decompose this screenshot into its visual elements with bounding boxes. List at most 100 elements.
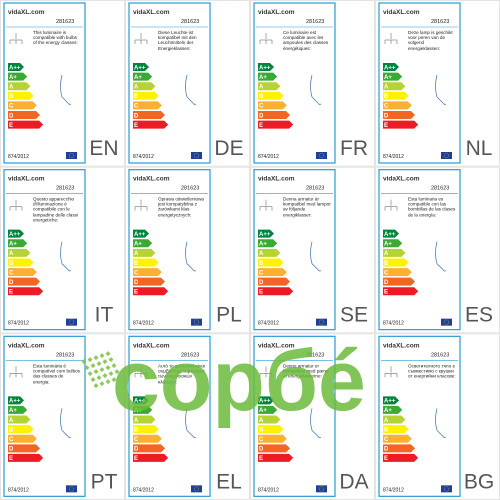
energy-class: A++ — [259, 399, 271, 405]
energy-class: A — [384, 85, 389, 91]
energy-class: B — [9, 94, 14, 100]
energy-label-cell: vidaXL.com 281623 Diese Leuchte ist kompat… — [125, 0, 250, 167]
description: Questo apparecchio d'illuminazione è com… — [33, 196, 78, 223]
energy-class: A — [259, 85, 264, 91]
regulation: 874/2012 — [133, 321, 154, 327]
energy-class: C — [259, 437, 264, 443]
energy-arrow — [8, 72, 28, 81]
energy-arrow — [133, 415, 156, 424]
energy-class: C — [384, 270, 389, 276]
lamp-icon — [384, 33, 398, 44]
eu-stars — [443, 486, 450, 492]
description: Esta luminaria es compatible con las bom… — [408, 196, 456, 218]
energy-class: E — [259, 456, 263, 462]
energy-arrow — [8, 268, 37, 277]
regulation: 874/2012 — [133, 487, 154, 493]
energy-arrow — [133, 82, 156, 91]
brand-logo: vidaXL.com — [133, 342, 170, 349]
energy-label-cell: vidaXL.com 281623 Esta luminaria es compat… — [375, 166, 500, 334]
energy-class: A+ — [134, 242, 142, 248]
energy-class: A++ — [384, 232, 396, 238]
energy-arrow — [383, 72, 403, 81]
watermark-dot — [96, 361, 102, 367]
model-number: 281623 — [431, 186, 449, 192]
eu-stars — [193, 152, 200, 159]
energy-arrow — [8, 63, 24, 71]
watermark-dot — [93, 355, 99, 361]
energy-arrow — [383, 101, 412, 110]
energy-arrow — [258, 425, 284, 434]
description: Ce luminaire est compatible avec les amp… — [283, 30, 329, 51]
energy-arrow — [383, 268, 412, 277]
regulation: 874/2012 — [383, 487, 404, 493]
energy-class: A+ — [9, 75, 17, 81]
energy-arrow — [258, 453, 294, 462]
brand-logo: vidaXL.com — [133, 176, 170, 183]
energy-arrow — [133, 229, 149, 238]
energy-arrow — [133, 101, 162, 110]
energy-class: B — [384, 94, 389, 100]
energy-arrow — [258, 444, 290, 453]
energy-class: B — [134, 427, 139, 433]
description-box: Denna armatur är kompatibel med lampor a… — [283, 197, 331, 218]
energy-arrow — [258, 396, 274, 405]
brand-logo: vidaXL.com — [383, 342, 420, 349]
description: Denne armatur er kompatibel med pærer af… — [283, 363, 329, 379]
model-number: 281623 — [431, 19, 449, 25]
language-code: ES — [465, 304, 493, 327]
energy-class: D — [9, 280, 14, 286]
energy-class: C — [384, 437, 389, 443]
lamp-drawing — [435, 408, 447, 439]
energy-class: C — [259, 104, 264, 110]
energy-arrow — [258, 63, 274, 71]
energy-class: D — [134, 447, 139, 453]
lamp-drawing — [60, 408, 72, 439]
energy-arrow — [383, 425, 409, 434]
energy-class: B — [9, 427, 14, 433]
energy-arrow — [133, 120, 169, 129]
watermark-dot — [99, 367, 105, 373]
energy-arrow — [7, 258, 34, 267]
regulation: 874/2012 — [8, 321, 29, 327]
energy-class: A — [384, 251, 389, 257]
lamp-icon — [259, 33, 273, 44]
energy-class: E — [134, 123, 138, 129]
energy-arrow — [8, 453, 44, 462]
label-panel — [3, 169, 86, 331]
brand-logo: vidaXL.com — [8, 342, 45, 349]
energy-arrow — [8, 248, 31, 257]
energy-label-cell: vidaXL.com 281623 Denne armatur er kompati… — [250, 333, 375, 500]
energy-arrow — [8, 434, 37, 443]
watermark-dot — [90, 377, 96, 383]
brand-logo: vidaXL.com — [8, 9, 45, 16]
watermark-dot — [87, 357, 93, 363]
energy-arrow — [133, 425, 159, 434]
energy-class: C — [134, 437, 139, 443]
lamp-icon — [9, 33, 23, 44]
eu-stars — [318, 152, 325, 159]
watermark-dot — [105, 365, 111, 371]
energy-arrow — [383, 415, 406, 424]
energy-class: B — [134, 261, 139, 267]
energy-arrow — [383, 239, 403, 248]
watermark-dot — [99, 353, 105, 359]
energy-arrow — [383, 248, 406, 257]
model-number: 281623 — [431, 352, 449, 358]
energy-class: A++ — [134, 65, 146, 71]
energy-class: A++ — [9, 65, 21, 71]
energy-arrow — [8, 229, 24, 238]
energy-class: A+ — [384, 75, 392, 81]
energy-arrow — [383, 453, 419, 462]
eu-flag — [441, 485, 452, 493]
language-code: EN — [89, 137, 118, 160]
cell-border — [250, 166, 375, 334]
lamp-icon — [9, 199, 23, 211]
language-code: BG — [464, 470, 494, 493]
language-code: SE — [340, 304, 368, 327]
energy-class: C — [9, 270, 14, 276]
description-box: Esta luminaria es compatible con las bom… — [408, 196, 456, 218]
description: Diese Leuchte ist kompatibel mit den Leu… — [158, 30, 197, 51]
energy-class: A++ — [134, 399, 146, 405]
energy-class: D — [9, 447, 14, 453]
